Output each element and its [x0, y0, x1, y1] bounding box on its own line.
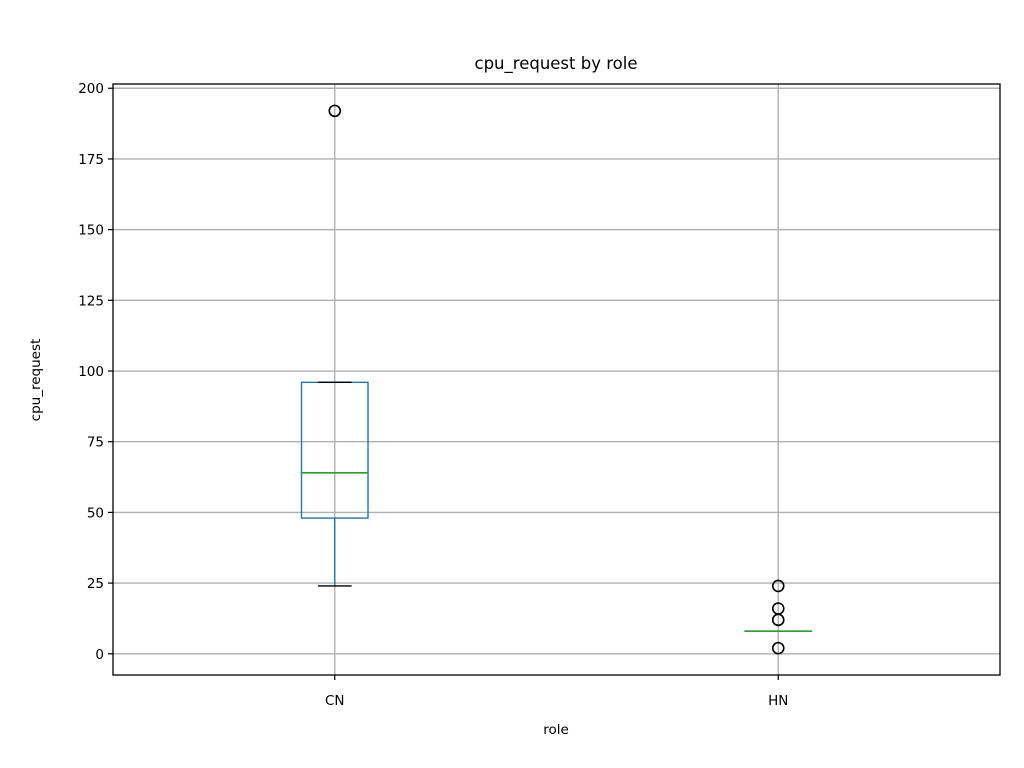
box-group-cn	[300, 104, 369, 587]
y-tick-label: 150	[78, 223, 104, 239]
y-tick-label: 125	[78, 293, 104, 309]
x-tick-label: HN	[768, 693, 788, 709]
y-tick-label: 0	[95, 647, 104, 663]
outlier-point	[771, 602, 785, 615]
y-tick-label: 100	[78, 364, 104, 380]
box-group-hn	[744, 579, 813, 655]
y-tick-label: 75	[87, 435, 104, 451]
box-layer	[300, 104, 813, 655]
y-tick-label: 25	[87, 576, 104, 592]
tick-layer: 0 25 50 75 100 125 150 175 200 CN HN	[78, 81, 788, 709]
outlier-point	[771, 641, 785, 655]
chart-title: cpu_request by role	[475, 54, 638, 74]
x-tick-label: CN	[325, 693, 345, 709]
outlier-point	[328, 104, 342, 118]
x-axis-title: role	[543, 722, 569, 738]
y-tick-label: 50	[87, 505, 104, 521]
outlier-point	[771, 579, 785, 593]
y-tick-label: 175	[78, 152, 104, 168]
plot-frame	[112, 83, 1001, 676]
y-axis-title: cpu_request	[28, 339, 44, 422]
y-tick-label: 200	[78, 81, 104, 97]
